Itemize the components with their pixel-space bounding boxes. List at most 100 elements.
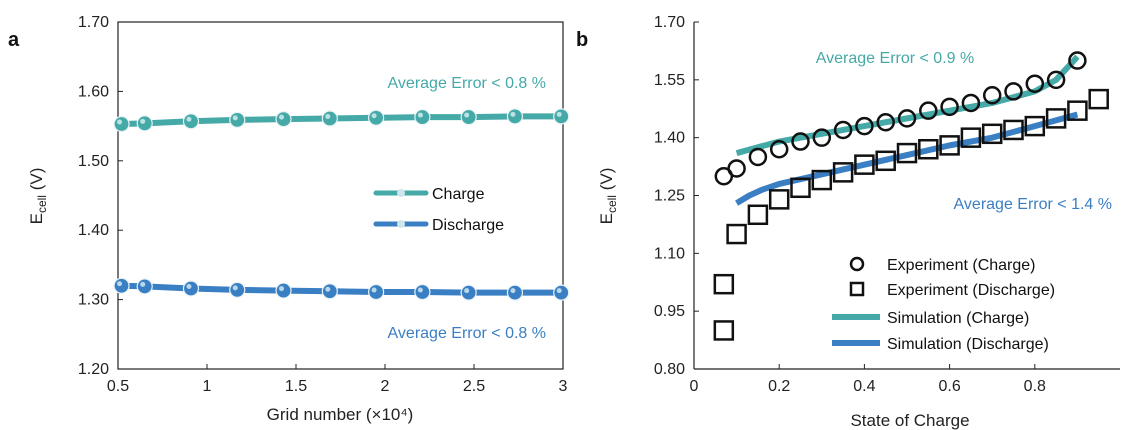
y-tick-label: 1.20 (78, 361, 109, 378)
x-tick-label: 2.5 (463, 378, 485, 395)
data-point-highlight (232, 115, 238, 121)
data-point-experiment-discharge (918, 138, 939, 160)
data-point-highlight (510, 111, 516, 117)
data-point-highlight (186, 283, 192, 289)
data-point-charge (506, 108, 524, 125)
panel-b-x-axis-label: State of Charge (850, 411, 969, 430)
panel-b-charge-error-annotation: Average Error < 0.9 % (816, 50, 974, 67)
panel-a-frame (117, 21, 564, 370)
legend-item-simulation-discharge: Simulation (Discharge) (832, 336, 1049, 353)
data-point-experiment-charge (940, 97, 959, 117)
panel-a-charge-error-annotation: Average Error < 0.8 % (388, 75, 546, 92)
data-point-charge (136, 115, 153, 132)
legend-label-simulation-charge: Simulation (Charge) (887, 310, 1029, 327)
x-tick-label: 1 (203, 378, 212, 395)
data-point-discharge (460, 284, 477, 301)
data-point-experiment-discharge (875, 150, 896, 172)
data-point-experiment-discharge (1003, 119, 1024, 141)
data-point-experiment-discharge (939, 135, 960, 156)
x-tick-label: 0.2 (768, 378, 790, 395)
data-point-discharge (553, 284, 570, 301)
data-point-charge (229, 111, 246, 128)
data-point-discharge (113, 277, 130, 294)
legend-marker-discharge (397, 220, 405, 228)
panel-b-y-axis-label: Ecell (V) (597, 168, 619, 225)
data-point-discharge (506, 284, 524, 301)
panel-b-chart: b 0.80 0.95 1.10 1.25 1.40 1.55 1.70 0 0.2 0.4 0.… (576, 14, 1120, 430)
data-point-experiment-charge (791, 132, 810, 151)
data-point-experiment-charge (855, 116, 874, 136)
panel-a-discharge-error-annotation: Average Error < 0.8 % (388, 325, 546, 342)
panel-a-x-axis-label: Grid number (×10⁴) (267, 405, 414, 424)
data-point-highlight (117, 281, 123, 287)
data-point-charge (275, 111, 292, 128)
legend-label-charge: Charge (432, 186, 485, 203)
legend-label-simulation-discharge: Simulation (Discharge) (887, 336, 1049, 353)
data-point-experiment-charge (812, 128, 832, 147)
data-point-discharge (414, 283, 431, 301)
legend-marker-experiment-discharge (849, 281, 865, 297)
x-tick-label: 0.4 (853, 378, 875, 395)
x-tick-label: 0.8 (1024, 378, 1046, 395)
data-point-experiment-charge (919, 101, 938, 120)
panel-a-y-ticks: 1.20 1.30 1.40 1.50 1.60 1.70 (78, 14, 123, 378)
data-point-highlight (325, 113, 331, 119)
panel-b-legend: Experiment (Charge) Experiment (Discharg… (832, 256, 1055, 353)
data-point-experiment-charge (1046, 70, 1066, 90)
data-point-experiment-discharge (726, 223, 747, 245)
y-tick-label: 1.25 (654, 188, 685, 205)
data-point-charge (414, 108, 431, 126)
data-point-experiment-discharge (854, 154, 875, 175)
y-tick-label: 0.80 (654, 361, 685, 378)
data-point-highlight (279, 286, 285, 292)
data-point-experiment-charge (897, 109, 917, 128)
x-tick-label: 0.6 (938, 378, 960, 395)
data-point-experiment-charge (961, 93, 981, 113)
data-point-highlight (464, 112, 470, 118)
panel-b-letter: b (576, 29, 588, 51)
panel-a-chart: a 1.201.301.401.501.601.70 0.5 1 1.5 2 2.5 3 … (8, 14, 570, 424)
data-point-experiment-discharge (747, 204, 769, 226)
legend-item-experiment-discharge: Experiment (Discharge) (849, 281, 1055, 299)
data-point-experiment-charge (748, 147, 768, 167)
data-point-highlight (371, 287, 377, 293)
data-point-highlight (117, 119, 123, 125)
data-point-experiment-charge (982, 86, 1002, 105)
data-point-discharge (321, 283, 338, 300)
y-tick-label: 1.70 (78, 14, 109, 31)
data-point-experiment-discharge (713, 320, 735, 341)
legend-label-experiment-charge: Experiment (Charge) (887, 257, 1036, 274)
panel-b-x-ticks: 0 0.2 0.4 0.6 0.8 (690, 364, 1046, 395)
data-point-experiment-discharge (768, 189, 790, 210)
legend-marker-charge (397, 189, 405, 197)
data-point-highlight (510, 288, 516, 294)
data-point-charge (182, 113, 200, 130)
data-point-experiment-discharge (1024, 115, 1046, 137)
y-tick-label: 1.70 (654, 14, 685, 31)
legend-marker-experiment-charge (849, 256, 865, 272)
data-point-experiment-discharge (981, 123, 1003, 145)
legend-item-discharge: Discharge (373, 217, 504, 234)
data-point-highlight (325, 286, 331, 292)
series-line-simulation-discharge (735, 111, 1079, 206)
y-tick-label: 1.40 (654, 130, 685, 147)
data-point-experiment-discharge (1045, 108, 1067, 129)
panel-b-y-ticks: 0.80 0.95 1.10 1.25 1.40 1.55 1.70 (654, 14, 699, 378)
data-point-charge (368, 109, 385, 126)
data-point-experiment-discharge (790, 177, 811, 199)
panel-b-series (713, 51, 1109, 341)
legend-item-charge: Charge (373, 186, 485, 203)
legend-label-experiment-discharge: Experiment (Discharge) (887, 282, 1055, 299)
data-point-highlight (279, 114, 285, 120)
panel-b-discharge-error-annotation: Average Error < 1.4 % (954, 196, 1112, 213)
data-point-experiment-charge (876, 112, 895, 132)
y-tick-label: 1.60 (78, 83, 109, 100)
data-point-highlight (464, 288, 470, 294)
data-point-charge (460, 108, 477, 126)
data-point-highlight (140, 281, 146, 287)
data-point-experiment-charge (833, 120, 853, 140)
x-tick-label: 2 (381, 378, 390, 395)
data-point-highlight (371, 113, 377, 119)
legend-item-simulation-charge: Simulation (Charge) (832, 310, 1029, 327)
